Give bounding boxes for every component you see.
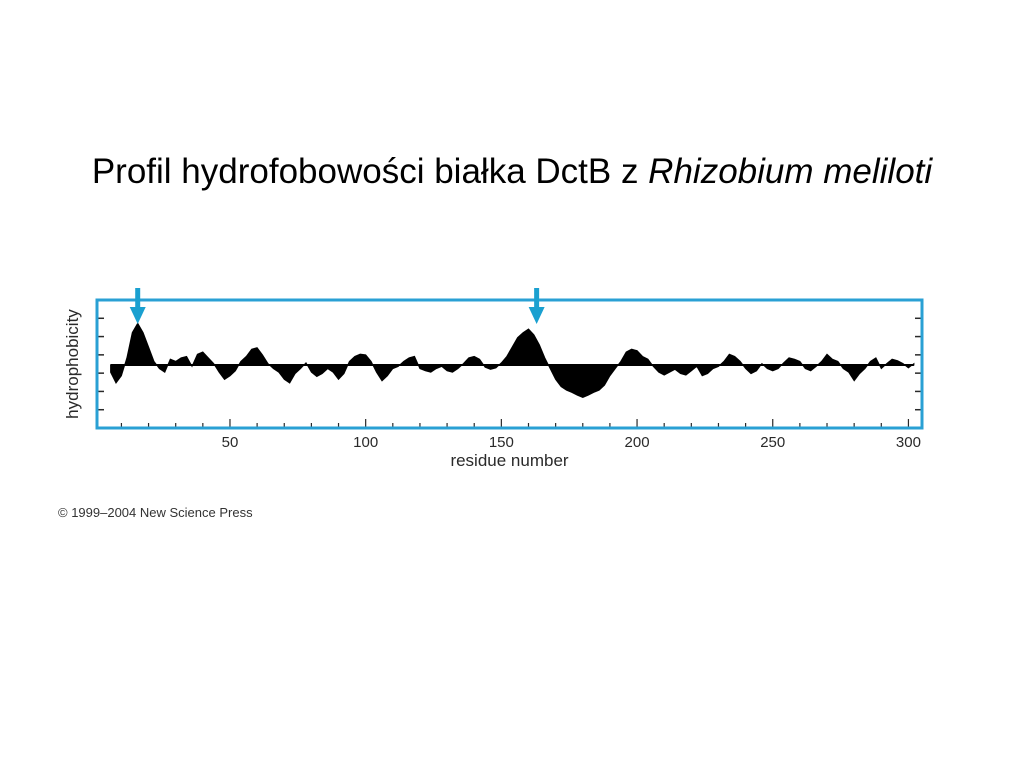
arrow-shaft — [534, 288, 540, 310]
y-axis-title: hydrophobicity — [63, 309, 82, 419]
x-axis-title: residue number — [450, 451, 568, 470]
copyright-notice: © 1999–2004 New Science Press — [58, 505, 253, 520]
down-arrow-icon — [129, 288, 146, 324]
slide-title-species: Rhizobium meliloti — [648, 152, 933, 191]
x-tick-label: 200 — [625, 434, 650, 451]
down-arrow-icon — [528, 288, 545, 324]
x-tick-label: 300 — [896, 434, 921, 451]
slide-title: Profil hydrofobowości białka DctB z Rhiz… — [0, 152, 1024, 192]
marker-arrows — [129, 288, 545, 324]
slide-title-text: Profil hydrofobowości białka DctB z — [91, 152, 649, 191]
arrow-shaft — [135, 288, 141, 310]
x-tick-label: 150 — [489, 434, 514, 451]
x-tick-label: 250 — [760, 434, 785, 451]
bottom-axis-ticks — [120, 419, 910, 428]
arrow-head — [528, 307, 545, 324]
x-tick-label: 100 — [353, 434, 378, 451]
arrow-head — [129, 307, 146, 324]
plot-frame — [95, 298, 924, 430]
x-tick-labels: 50 100 150 200 250 300 — [222, 434, 921, 451]
x-tick-label: 50 — [222, 434, 239, 451]
hydrophobicity-profile — [110, 322, 915, 398]
